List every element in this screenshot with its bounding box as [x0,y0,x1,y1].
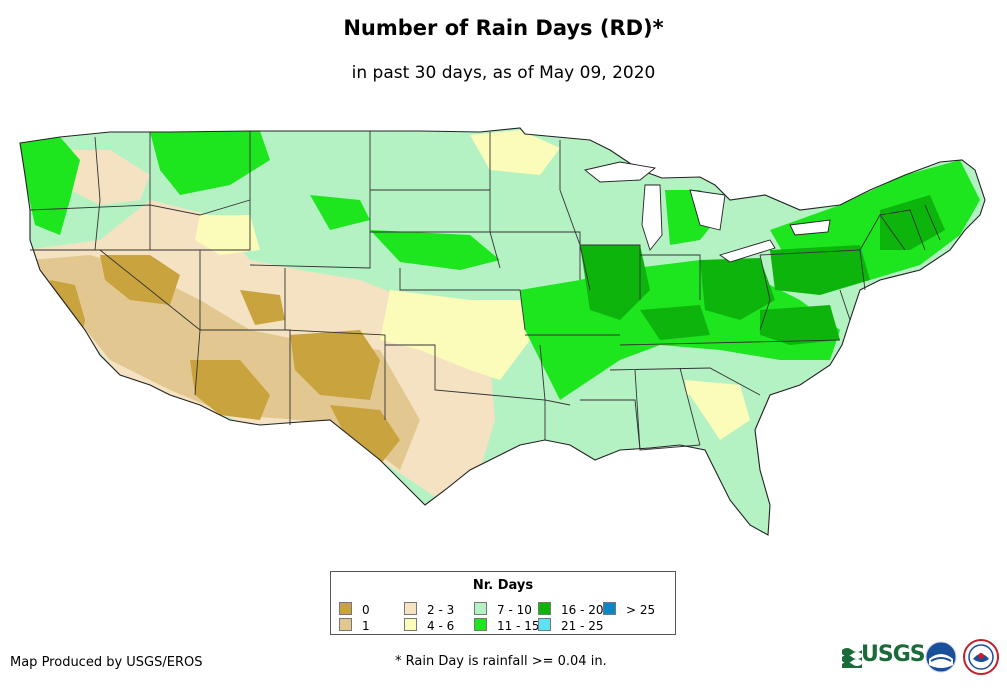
region-11-15-montana [150,131,270,195]
region-16-20-virginia [760,305,840,345]
legend-swatch [474,618,487,631]
legend-label: 7 - 10 [497,603,532,617]
usgs-logo: USGS [842,642,926,672]
legend-item: 16 - 20 [538,602,604,617]
region-4-6-plateau [195,215,260,255]
rain-day-footnote: * Rain Day is rainfall >= 0.04 in. [395,654,607,669]
lake-ontario [789,219,831,236]
region-16-20-illinois [580,245,650,320]
region-2-3-north [60,150,150,205]
usgs-wave-icon [842,648,862,668]
region-16-20-ohio [700,258,775,320]
lake-superior [583,161,657,183]
lake-huron [689,189,726,231]
great-lakes [583,161,831,263]
legend-item: 7 - 10 [474,602,532,617]
region-11-15-wyoming [310,195,370,230]
region-0-arizona [190,360,270,420]
legend-swatch [603,602,616,615]
legend-item: 4 - 6 [404,618,455,633]
legend-label: 11 - 15 [497,619,540,633]
region-16-20-pennsylvania [770,245,870,295]
legend-swatch [538,618,551,631]
us-outline [19,127,986,536]
region-0-texas [330,405,400,465]
legend-swatch [339,618,352,631]
legend-item: > 25 [603,602,656,617]
region-0-newmexico [290,330,380,400]
region-4-6-dakota [470,130,560,175]
lake-michigan [641,184,663,251]
state-boundaries [29,131,941,451]
rain-days-map [19,127,986,536]
legend-label: 1 [362,619,370,633]
legend-label: 4 - 6 [427,619,455,633]
region-11-15-nebraska [370,230,500,270]
noaa-logo [925,641,957,673]
region-4-6-plains [380,290,530,380]
legend-label: > 25 [626,603,656,617]
legend-swatch [538,602,551,615]
legend-swatch [404,618,417,631]
legend-swatch [474,602,487,615]
region-16-20-newengland [880,195,945,250]
region-16-20-kentucky [640,305,710,340]
legend-item: 1 [339,618,370,633]
legend-label: 16 - 20 [561,603,604,617]
region-11-15-northwest [20,137,80,235]
legend-item: 2 - 3 [404,602,455,617]
region-7-10-gulf [600,395,720,450]
legend-label: 0 [362,603,370,617]
legend: Nr. Days 0 1 2 - 3 4 - 6 7 - 10 11 - 15 … [330,571,676,635]
legend-swatch [404,602,417,615]
region-0-utah [240,290,285,325]
region-0-nevada [100,255,180,305]
legend-item: 0 [339,602,370,617]
legend-label: 2 - 3 [427,603,455,617]
map-title: Number of Rain Days (RD)* [343,16,664,40]
lake-erie [718,239,776,263]
map-subtitle: in past 30 days, as of May 09, 2020 [351,63,656,83]
legend-title: Nr. Days [472,578,534,593]
legend-swatch [339,602,352,615]
national-weather-service-logo [963,639,999,675]
legend-item: 21 - 25 [538,618,604,633]
usgs-wordmark: USGS [861,642,926,667]
legend-item: 11 - 15 [474,618,540,633]
map-credit: Map Produced by USGS/EROS [10,655,203,670]
legend-label: 21 - 25 [561,619,604,633]
